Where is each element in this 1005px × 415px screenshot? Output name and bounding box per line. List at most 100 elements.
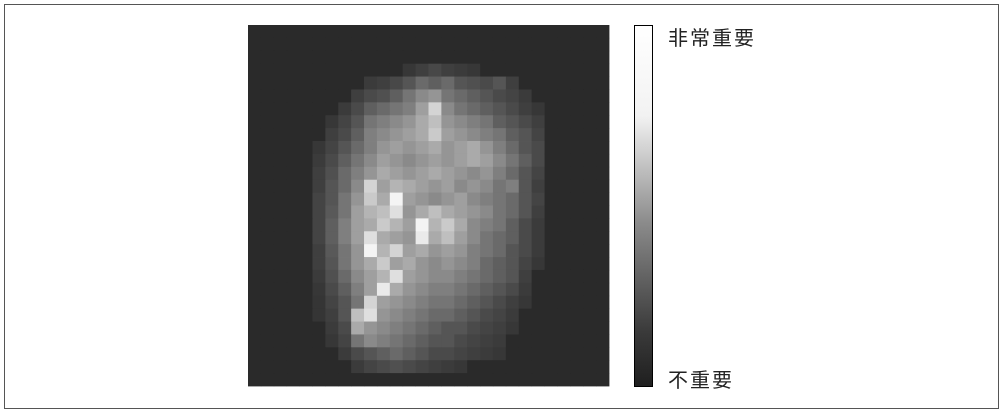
heatmap-cell <box>480 153 494 168</box>
heatmap-cell <box>467 102 481 116</box>
heatmap-cell <box>596 128 610 142</box>
colorbar-low-label: 不重要 <box>668 368 734 392</box>
heatmap-cell <box>325 373 339 387</box>
heatmap-cell <box>351 179 365 193</box>
heatmap-cell <box>415 141 429 155</box>
heatmap-cell <box>583 334 597 348</box>
heatmap-cell <box>402 308 416 322</box>
heatmap-cell <box>531 269 545 284</box>
heatmap-cell <box>286 63 300 77</box>
heatmap-cell <box>583 115 597 129</box>
heatmap-cell <box>480 76 494 90</box>
heatmap-cell <box>454 37 468 52</box>
heatmap-cell <box>505 231 520 245</box>
heatmap-cell <box>260 102 275 116</box>
heatmap-cell <box>480 373 494 387</box>
heatmap-cell <box>299 321 313 335</box>
heatmap-cell <box>467 50 481 65</box>
heatmap-cell <box>544 321 558 335</box>
heatmap-cell <box>557 192 571 206</box>
heatmap-cell <box>441 179 455 193</box>
heatmap-cell <box>248 360 262 374</box>
heatmap-cell <box>518 166 533 181</box>
heatmap-cell <box>415 218 429 232</box>
heatmap-cell <box>480 192 494 206</box>
heatmap-cell <box>312 102 326 116</box>
heatmap-cell <box>531 25 545 39</box>
heatmap-cell <box>557 179 571 193</box>
heatmap-cell <box>325 192 339 206</box>
heatmap-cell <box>260 166 275 181</box>
heatmap-cell <box>454 373 468 387</box>
heatmap-cell <box>570 192 584 206</box>
heatmap-cell <box>325 76 339 90</box>
heatmap-cell <box>376 269 391 284</box>
heatmap-cell <box>402 102 416 116</box>
heatmap-cell <box>415 179 429 193</box>
heatmap-cell <box>492 128 507 142</box>
heatmap-cell <box>518 269 533 284</box>
heatmap-cell <box>338 205 352 219</box>
heatmap-cell <box>325 25 339 39</box>
heatmap-cell <box>492 218 507 232</box>
heatmap-cell <box>441 25 455 39</box>
heatmap-cell <box>338 231 352 245</box>
heatmap-cell <box>273 153 288 168</box>
heatmap-cell <box>402 76 416 90</box>
heatmap-cell <box>557 218 571 232</box>
heatmap-cell <box>518 334 533 348</box>
heatmap-cell <box>248 231 262 245</box>
heatmap-cell <box>441 102 455 116</box>
heatmap-cell <box>364 25 378 39</box>
heatmap-cell <box>441 308 455 322</box>
heatmap-cell <box>376 141 391 155</box>
heatmap-cell <box>402 295 416 310</box>
heatmap-cell <box>312 141 326 155</box>
heatmap-cell <box>557 63 571 77</box>
heatmap-cell <box>480 205 494 219</box>
heatmap-cell <box>273 205 288 219</box>
heatmap-cell <box>428 89 442 103</box>
heatmap-cell <box>402 25 416 39</box>
heatmap-cell <box>364 153 378 168</box>
heatmap-cell <box>286 115 300 129</box>
heatmap-cell <box>299 269 313 284</box>
heatmap-cell <box>467 244 481 258</box>
heatmap-cell <box>492 166 507 181</box>
heatmap-cell <box>286 102 300 116</box>
heatmap-cell <box>312 295 326 310</box>
heatmap-cell <box>286 282 300 297</box>
heatmap-cell <box>415 102 429 116</box>
heatmap-cell <box>299 50 313 65</box>
heatmap-cell <box>325 115 339 129</box>
heatmap-cell <box>312 373 326 387</box>
heatmap-cell <box>544 373 558 387</box>
heatmap-cell <box>492 257 507 271</box>
heatmap-cell <box>480 179 494 193</box>
heatmap-cell <box>505 257 520 271</box>
heatmap-cell <box>351 141 365 155</box>
heatmap-cell <box>505 115 520 129</box>
heatmap-cell <box>415 373 429 387</box>
heatmap-cell <box>325 269 339 284</box>
heatmap-cell <box>480 89 494 103</box>
heatmap-cell <box>570 128 584 142</box>
heatmap-cell <box>441 50 455 65</box>
heatmap-cell <box>389 37 404 52</box>
heatmap-cell <box>299 153 313 168</box>
heatmap-cell <box>376 192 391 206</box>
heatmap-cell <box>428 141 442 155</box>
heatmap-cell <box>518 244 533 258</box>
heatmap-cell <box>531 89 545 103</box>
heatmap-cell <box>273 231 288 245</box>
heatmap-cell <box>286 373 300 387</box>
heatmap-cell <box>467 282 481 297</box>
heatmap-cell <box>518 373 533 387</box>
heatmap-cell <box>260 192 275 206</box>
heatmap-cell <box>260 128 275 142</box>
heatmap-cell <box>260 37 275 52</box>
heatmap-cell <box>583 321 597 335</box>
heatmap-cell <box>480 321 494 335</box>
heatmap-cell <box>351 360 365 374</box>
heatmap-cell <box>467 257 481 271</box>
